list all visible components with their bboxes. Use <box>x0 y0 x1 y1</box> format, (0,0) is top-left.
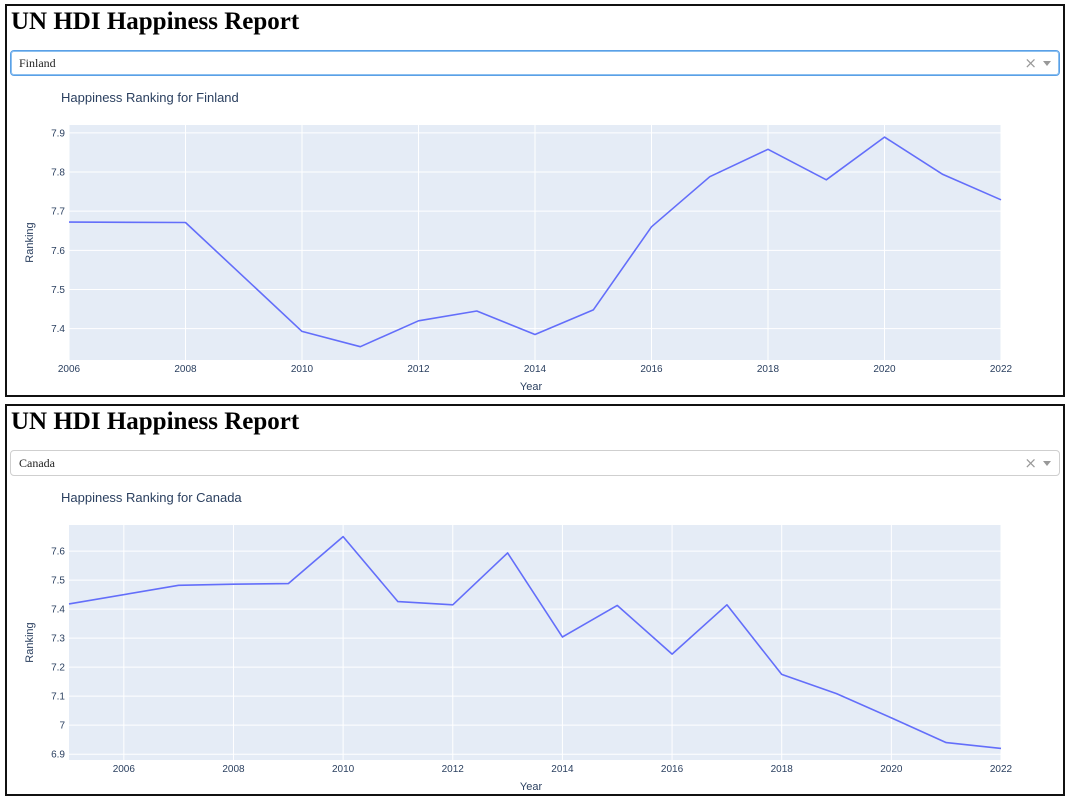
data-point <box>670 652 674 656</box>
series-line <box>68 535 1002 750</box>
y-tick-label: 6.9 <box>51 750 65 761</box>
app-title: UN HDI Happiness Report <box>11 8 300 35</box>
x-axis-label: Year <box>520 381 543 393</box>
data-point <box>358 345 362 349</box>
data-point <box>341 535 345 539</box>
data-point <box>177 583 181 587</box>
x-tick-label: 2006 <box>113 764 136 775</box>
happiness-line-chart: Happiness Ranking for Canada 2006 2008 2010… <box>24 490 1013 793</box>
x-tick-label: 2020 <box>873 364 896 375</box>
data-point <box>708 175 712 179</box>
x-tick-label: 2010 <box>332 764 355 775</box>
dropdown-selected-value: Canada <box>19 456 55 470</box>
data-point <box>286 582 290 586</box>
data-point <box>533 333 537 337</box>
data-point <box>944 741 948 745</box>
x-tick-label: 2014 <box>524 364 547 375</box>
data-point <box>475 309 479 313</box>
dropdown-selected-value: Finland <box>19 56 56 70</box>
y-tick-label: 7.4 <box>51 324 65 335</box>
x-tick-label: 2010 <box>291 364 314 375</box>
clear-icon[interactable]: × <box>1024 54 1037 72</box>
x-tick-label: 2006 <box>58 364 81 375</box>
plot-area <box>69 525 1001 760</box>
y-tick-label: 7.5 <box>51 285 65 296</box>
dashboard-panel-canada: UN HDI Happiness Report Canada × Happine… <box>5 404 1065 796</box>
data-point <box>300 329 304 333</box>
y-tick-label: 7.7 <box>51 207 65 218</box>
data-point <box>67 602 71 606</box>
x-tick-label: 2022 <box>990 364 1013 375</box>
data-point <box>766 147 770 151</box>
chart-title: Happiness Ranking for Finland <box>61 90 239 105</box>
x-tick-label: 2012 <box>407 364 430 375</box>
data-point <box>883 135 887 139</box>
y-axis-label: Ranking <box>24 222 36 262</box>
data-point <box>506 551 510 555</box>
y-axis-label: Ranking <box>24 622 36 662</box>
data-point <box>231 582 235 586</box>
data-point <box>999 746 1003 750</box>
country-dropdown[interactable]: Canada × <box>10 450 1060 476</box>
data-point <box>615 603 619 607</box>
chart-title: Happiness Ranking for Canada <box>61 490 242 505</box>
data-point <box>184 221 188 225</box>
app-title: UN HDI Happiness Report <box>11 408 300 435</box>
chevron-down-icon[interactable] <box>1043 61 1051 66</box>
x-tick-label: 2008 <box>222 764 245 775</box>
data-point <box>835 692 839 696</box>
data-point <box>417 319 421 323</box>
y-tick-label: 7.6 <box>51 246 65 257</box>
chevron-down-icon[interactable] <box>1043 461 1051 466</box>
x-tick-label: 2008 <box>174 364 197 375</box>
data-point <box>999 198 1003 202</box>
data-point <box>560 635 564 639</box>
y-tick-label: 7.9 <box>51 128 65 139</box>
x-tick-label: 2012 <box>442 764 465 775</box>
y-tick-label: 7.4 <box>51 605 65 616</box>
y-tick-label: 7.5 <box>51 576 65 587</box>
x-tick-label: 2014 <box>551 764 574 775</box>
y-tick-label: 7.1 <box>51 692 65 703</box>
x-axis-label: Year <box>520 781 543 793</box>
y-tick-label: 7 <box>59 721 65 732</box>
series-line <box>68 136 1002 348</box>
data-point <box>451 603 455 607</box>
dashboard-panel-finland: UN HDI Happiness Report Finland × Happin… <box>5 4 1065 397</box>
y-tick-label: 7.3 <box>51 634 65 645</box>
data-point <box>725 603 729 607</box>
x-tick-label: 2020 <box>880 764 903 775</box>
data-point <box>591 308 595 312</box>
x-tick-label: 2016 <box>640 364 663 375</box>
data-point <box>67 220 71 224</box>
clear-icon[interactable]: × <box>1024 454 1037 472</box>
country-dropdown[interactable]: Finland × <box>10 50 1060 76</box>
y-tick-label: 7.2 <box>51 663 65 674</box>
y-tick-label: 7.6 <box>51 547 65 558</box>
x-tick-label: 2016 <box>661 764 684 775</box>
data-point <box>396 600 400 604</box>
data-point <box>941 172 945 176</box>
y-tick-label: 7.8 <box>51 168 65 179</box>
data-point <box>650 225 654 229</box>
data-point <box>824 178 828 182</box>
data-point <box>889 716 893 720</box>
happiness-line-chart: Happiness Ranking for Finland 2006 2008 201… <box>24 90 1013 393</box>
data-point <box>780 672 784 676</box>
x-tick-label: 2018 <box>757 364 780 375</box>
x-tick-label: 2022 <box>990 764 1013 775</box>
x-tick-label: 2018 <box>771 764 794 775</box>
